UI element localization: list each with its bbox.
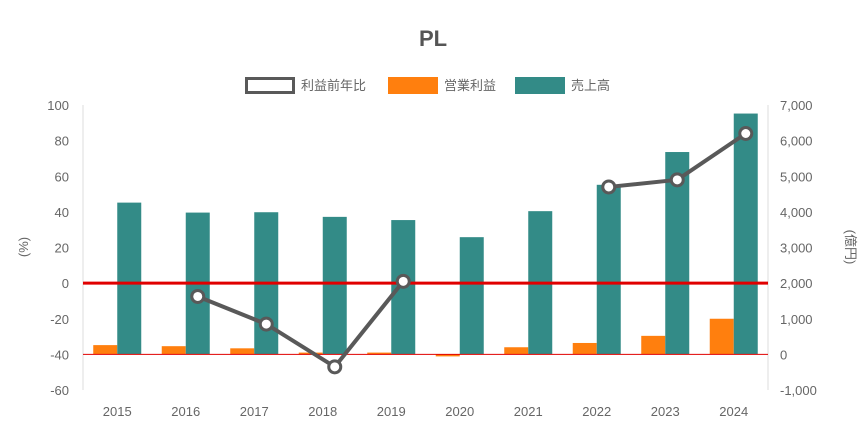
x-tick-label: 2018 [308, 404, 337, 419]
legend-swatch [388, 77, 438, 94]
y2-tick-label: 7,000 [780, 98, 813, 113]
profit-bar [435, 354, 460, 357]
sales-bar [459, 237, 484, 355]
x-tick-label: 2020 [445, 404, 474, 419]
profit-bar [93, 345, 118, 355]
profit-yoy-point [669, 172, 685, 188]
bars [82, 105, 769, 390]
y-tick-label: 0 [62, 276, 69, 291]
y2-tick-label: -1,000 [780, 383, 817, 398]
y2-axis-label: (億円) [843, 230, 858, 265]
profit-yoy-point [395, 273, 411, 289]
x-tick-label: 2017 [240, 404, 269, 419]
profit-yoy-point [190, 288, 206, 304]
y2-tick-label: 1,000 [780, 312, 813, 327]
legend-label: 利益前年比 [301, 78, 366, 93]
profit-bar [367, 352, 392, 355]
profit-yoy-point [601, 179, 617, 195]
y2-tick-label: 6,000 [780, 134, 813, 149]
legend-swatch [515, 77, 565, 94]
sales-bar [322, 216, 347, 355]
profit-yoy-line [197, 280, 405, 369]
y-axis-label: (%) [16, 237, 31, 257]
y2-ticks: 7,000 6,000 5,000 4,000 3,000 2,000 1,000 0 -1,0… [780, 98, 817, 398]
y-tick-label: 20 [55, 241, 69, 256]
legend-label: 売上高 [571, 78, 610, 93]
profit-bar [230, 348, 255, 355]
y-tick-label: 80 [55, 134, 69, 149]
y2-tick-label: 0 [780, 347, 787, 362]
y-tick-label: 40 [55, 205, 69, 220]
profit-bar [641, 335, 666, 355]
chart-title: PL [419, 26, 447, 51]
x-tick-label: 2023 [651, 404, 680, 419]
profit-yoy-point [738, 126, 754, 141]
legend: 利益前年比 営業利益 売上高 [245, 77, 610, 94]
profit-bar [709, 318, 734, 355]
sales-bar [596, 184, 621, 355]
y-tick-label: -20 [50, 312, 69, 327]
y2-tick-label: 5,000 [780, 169, 813, 184]
legend-swatch-line [245, 77, 295, 94]
x-tick-label: 2021 [514, 404, 543, 419]
profit-yoy-point [258, 316, 274, 332]
y2-tick-label: 3,000 [780, 241, 813, 256]
profit-yoy-point [327, 359, 343, 375]
y-tick-label: -60 [50, 383, 69, 398]
sales-bar [733, 113, 758, 355]
x-tick-label: 2024 [719, 404, 748, 419]
y-tick-label: 100 [47, 98, 69, 113]
x-tick-label: 2022 [582, 404, 611, 419]
y-tick-label: -40 [50, 347, 69, 362]
y-tick-label: 60 [55, 169, 69, 184]
y2-tick-label: 2,000 [780, 276, 813, 291]
sales-bar [117, 202, 142, 355]
x-tick-label: 2016 [171, 404, 200, 419]
x-ticks: 2015 2016 2017 2018 2019 2020 2021 2022 2023 2024 [103, 404, 748, 419]
y2-tick-label: 4,000 [780, 205, 813, 220]
y-ticks: 100 80 60 40 20 0 -20 -40 -60 [47, 98, 69, 398]
profit-bar [161, 346, 186, 355]
legend-label: 営業利益 [444, 78, 496, 93]
profit-bar [572, 342, 597, 355]
x-tick-label: 2015 [103, 404, 132, 419]
profit-bar [504, 347, 529, 355]
zero-lines [83, 281, 768, 355]
line-series [190, 126, 754, 375]
x-tick-label: 2019 [377, 404, 406, 419]
